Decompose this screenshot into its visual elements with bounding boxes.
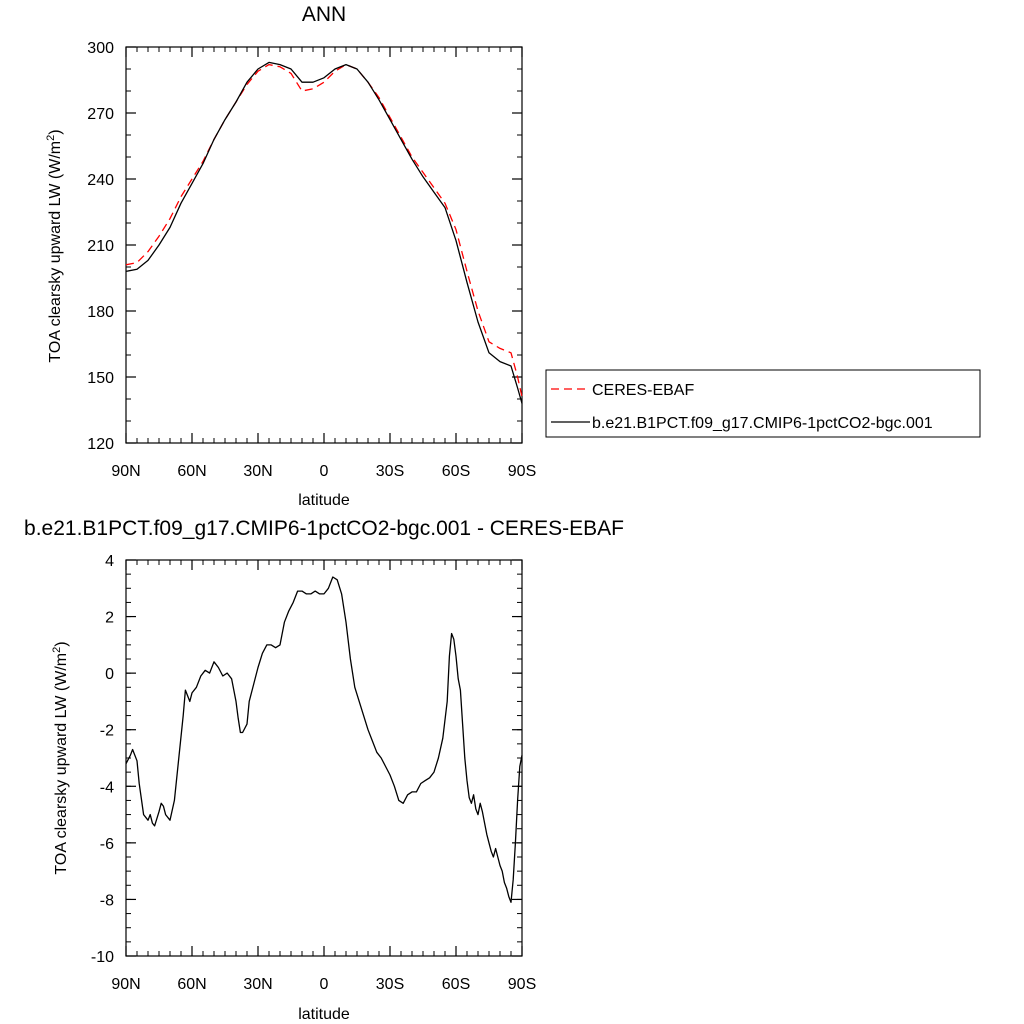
top-panel-x-tick-label: 0 (320, 463, 329, 480)
top-panel-y-tick-label: 120 (87, 436, 114, 453)
bottom-panel-x-tick-label: 60N (177, 976, 206, 993)
bottom-panel-x-tick-label: 0 (320, 976, 329, 993)
bottom-panel-y-axis-label-tail: ) (53, 641, 70, 646)
bottom-panel-y-axis-label: TOA clearsky upward LW (W/m2) (51, 641, 70, 874)
legend-box (545, 369, 981, 438)
top-panel-title: ANN (302, 3, 346, 26)
legend-label-ceres: CERES-EBAF (592, 382, 694, 399)
top-panel-y-tick-label: 150 (87, 370, 114, 387)
top-panel-x-tick-label: 30S (376, 463, 404, 480)
top-panel-x-tick-label: 30N (243, 463, 272, 480)
bottom-panel-y-tick-label: 0 (105, 666, 114, 683)
top-panel-y-tick-label: 180 (87, 304, 114, 321)
bottom-panel-y-tick-label: -6 (100, 836, 114, 853)
bottom-panel-y-axis-label-sup: 2 (51, 647, 63, 653)
bottom-panel-y-tick-label: 4 (105, 553, 114, 570)
top-panel-x-tick-label: 60N (177, 463, 206, 480)
bottom-panel-y-axis-label-main: TOA clearsky upward LW (W/m (53, 653, 70, 875)
bottom-panel-series-line-0 (125, 576, 523, 903)
top-panel-x-tick-label: 60S (442, 463, 470, 480)
top-panel-y-tick-label: 300 (87, 40, 114, 57)
top-panel-y-tick-label: 240 (87, 172, 114, 189)
bottom-panel-y-tick-label: -2 (100, 723, 114, 740)
top-panel-y-axis-label: TOA clearsky upward LW (W/m2) (45, 129, 64, 362)
bottom-panel-y-tick-label: -4 (100, 779, 114, 796)
top-panel: ANN 120 150 180 210 240 270 300 90N 60N 30N 0 30S 60… (45, 3, 981, 509)
bottom-panel-axes: -10 -8 -6 -4 -2 0 2 4 90N 60N 30N 0 30S 60S 90S (91, 553, 536, 993)
bottom-panel-x-tick-label: 90S (508, 976, 536, 993)
top-panel-x-tick-label: 90S (508, 463, 536, 480)
legend-label-model: b.e21.B1PCT.f09_g17.CMIP6-1pctCO2-bgc.00… (592, 415, 933, 432)
bottom-panel-y-tick-label: -8 (100, 892, 114, 909)
top-panel-series-line-1 (125, 61, 523, 404)
top-panel-y-axis-label-main: TOA clearsky upward LW (W/m (47, 141, 64, 363)
top-panel-series-line-0 (125, 63, 523, 397)
bottom-panel-x-axis-label: latitude (298, 1006, 350, 1023)
top-panel-legend: CERES-EBAF b.e21.B1PCT.f09_g17.CMIP6-1pc… (545, 369, 981, 438)
top-panel-y-axis-label-tail: ) (47, 129, 64, 134)
top-panel-plot-lines (125, 61, 523, 404)
top-panel-plot-frame (125, 46, 523, 444)
bottom-panel: b.e21.B1PCT.f09_g17.CMIP6-1pctCO2-bgc.00… (24, 517, 624, 1023)
top-panel-y-axis-label-sup: 2 (45, 135, 57, 141)
top-panel-y-tick-label: 270 (87, 106, 114, 123)
bottom-panel-x-tick-label: 30S (376, 976, 404, 993)
bottom-panel-x-tick-label: 60S (442, 976, 470, 993)
top-panel-y-tick-label: 210 (87, 238, 114, 255)
bottom-panel-plot-frame (125, 559, 523, 957)
top-panel-x-axis-label: latitude (298, 492, 350, 509)
bottom-panel-x-tick-label: 90N (111, 976, 140, 993)
bottom-panel-title: b.e21.B1PCT.f09_g17.CMIP6-1pctCO2-bgc.00… (24, 517, 624, 540)
top-panel-axes: 120 150 180 210 240 270 300 90N 60N 30N 0 30S 60S 90S (87, 40, 536, 480)
top-panel-x-tick-label: 90N (111, 463, 140, 480)
bottom-panel-x-tick-label: 30N (243, 976, 272, 993)
bottom-panel-plot-line (125, 576, 523, 903)
bottom-panel-y-tick-label: -10 (91, 949, 114, 966)
bottom-panel-y-tick-label: 2 (105, 610, 114, 627)
